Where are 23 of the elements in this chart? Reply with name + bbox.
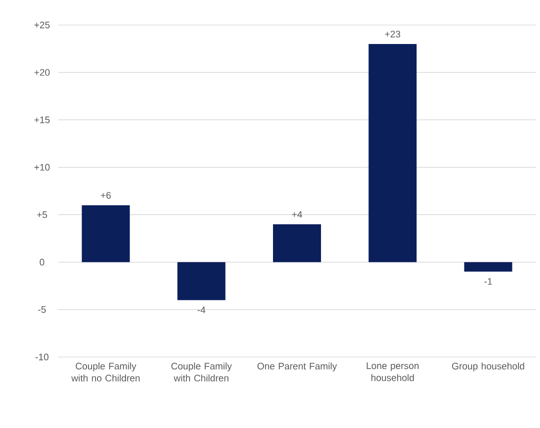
- y-tick-label: +20: [34, 69, 50, 76]
- data-label: -1: [484, 278, 492, 285]
- data-label: -4: [198, 306, 206, 314]
- bar: [368, 44, 417, 262]
- bar: [177, 262, 226, 300]
- bar: [82, 205, 130, 262]
- data-label: +23: [385, 30, 400, 38]
- x-tick-label: Couple Family with no Children: [71, 362, 140, 382]
- data-label: +6: [100, 192, 111, 199]
- y-tick-label: +10: [34, 164, 50, 171]
- bar: [464, 262, 512, 272]
- y-tick-label: 0: [40, 258, 44, 266]
- data-label: +4: [292, 211, 302, 218]
- bar: [273, 224, 322, 262]
- y-tick-label: +25: [34, 22, 50, 28]
- y-tick-label: +15: [34, 116, 50, 124]
- x-tick-label: Lone person household: [366, 362, 419, 382]
- x-tick-label: One Parent Family: [257, 362, 337, 372]
- y-tick-label: -10: [36, 354, 48, 360]
- x-tick-label: Group household: [452, 362, 524, 372]
- y-tick-label: +5: [37, 211, 48, 218]
- y-tick-label: -5: [38, 306, 46, 313]
- x-tick-label: Couple Family with Children: [171, 362, 232, 382]
